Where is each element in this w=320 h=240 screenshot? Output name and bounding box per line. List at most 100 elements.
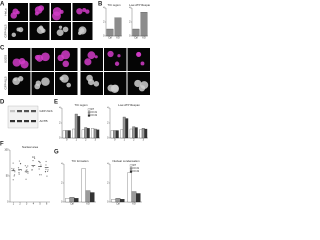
- cell: [10, 12, 18, 19]
- x-tick-label: 1: [76, 140, 78, 142]
- bar: [120, 199, 125, 203]
- mean-line: [44, 167, 49, 168]
- point: [24, 165, 26, 167]
- bar: [127, 172, 132, 203]
- y-tick-label: 2: [103, 21, 105, 24]
- blot: [7, 105, 39, 129]
- x-tick-label: 5: [39, 204, 41, 206]
- band: [31, 120, 36, 123]
- cell: [136, 51, 142, 58]
- legend-swatch: [87, 108, 91, 111]
- x-tick-label: 3: [95, 140, 97, 142]
- cell: [60, 74, 69, 83]
- cell: [38, 25, 44, 30]
- bar: [85, 190, 91, 203]
- point: [18, 172, 20, 174]
- micrograph: [80, 48, 103, 71]
- legend-label: KO #1: [133, 168, 140, 170]
- cell: [134, 79, 142, 88]
- bar: [125, 118, 129, 139]
- bar: [72, 128, 76, 139]
- cell: [18, 27, 24, 33]
- cell: [76, 8, 83, 15]
- micrograph: [127, 48, 150, 71]
- bar: [74, 113, 78, 139]
- band-label: ACTB: [40, 119, 48, 123]
- y-tick-label: 0: [61, 201, 63, 204]
- x-tick-label: Ctrl: [116, 203, 120, 206]
- bar: [74, 198, 79, 203]
- bar: [129, 128, 133, 139]
- cell: [56, 29, 64, 37]
- point: [25, 169, 27, 171]
- cell: [11, 32, 17, 38]
- x-tick-label: 4: [33, 204, 35, 206]
- cell: [87, 78, 95, 86]
- point: [40, 165, 42, 168]
- y-tick-label: 2: [59, 122, 61, 125]
- chart-title: TIC region: [74, 103, 88, 107]
- bar: [113, 130, 117, 139]
- cell: [13, 78, 17, 82]
- bar: [122, 116, 126, 139]
- cell: [107, 50, 114, 58]
- cell: [117, 54, 121, 58]
- bar: [114, 17, 122, 37]
- chart-title: Low-ATP lifespan: [129, 3, 150, 7]
- bar: [69, 197, 75, 203]
- band: [17, 120, 22, 123]
- point: [17, 167, 20, 169]
- cell: [66, 82, 71, 88]
- y-tick-label: 4: [107, 163, 109, 166]
- bar: [81, 129, 85, 139]
- bar: [115, 198, 121, 203]
- cell: [58, 25, 63, 29]
- panel-label: F: [0, 142, 4, 148]
- point: [40, 174, 42, 176]
- point: [47, 169, 49, 171]
- mean-line: [38, 166, 42, 167]
- bar: [106, 28, 114, 37]
- cell: [110, 84, 119, 94]
- y-tick-label: 4: [59, 107, 61, 110]
- point: [33, 156, 36, 158]
- point: [27, 165, 29, 167]
- cell: [140, 81, 149, 90]
- y-tick-label: 4: [61, 163, 63, 166]
- cell: [41, 77, 50, 86]
- band: [24, 110, 29, 113]
- bar: [144, 128, 148, 139]
- cell: [84, 58, 92, 66]
- legend-label: KO #1: [91, 112, 98, 114]
- mean-line: [31, 165, 36, 166]
- y-tick-label: 0: [129, 35, 131, 38]
- point: [13, 174, 16, 176]
- panel-label: E: [54, 100, 58, 106]
- bar: [139, 129, 143, 139]
- mean-line: [18, 169, 22, 171]
- point: [40, 164, 42, 166]
- cell: [52, 7, 62, 16]
- point: [18, 160, 21, 162]
- x-tick-label: 2: [85, 140, 87, 142]
- y-tick-label: 0: [7, 201, 9, 204]
- bar: [90, 192, 95, 203]
- cell: [94, 55, 98, 59]
- cell: [93, 81, 100, 87]
- cell: [38, 5, 45, 12]
- legend-label: WT: [91, 109, 95, 111]
- mean-line: [11, 170, 16, 172]
- x-tick-label: KO: [132, 204, 136, 206]
- point: [12, 162, 14, 164]
- point: [46, 175, 48, 177]
- chart-title: Nuclear area: [22, 145, 38, 149]
- panel-label: A: [0, 2, 5, 8]
- y-tick-label: 0: [107, 137, 109, 140]
- x-tick-label: Ctrl: [108, 37, 112, 40]
- point: [39, 174, 41, 176]
- point: [14, 171, 16, 173]
- point: [38, 168, 40, 170]
- point: [13, 168, 15, 170]
- point: [18, 169, 20, 171]
- micrograph: [55, 48, 78, 71]
